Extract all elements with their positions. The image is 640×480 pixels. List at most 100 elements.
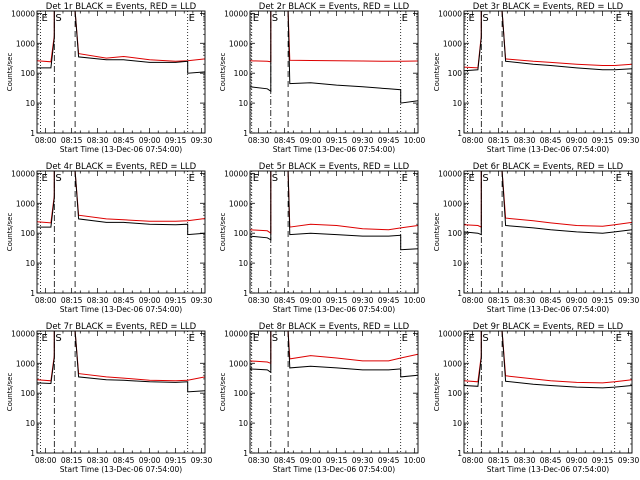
- y-tick-label: 10000: [224, 169, 248, 178]
- x-tick-label: 09:00: [566, 136, 588, 145]
- x-axis: 08:00 08:15 08:30 08:45 09:00 09:15 09:30 Start…: [462, 331, 640, 474]
- series-events: [37, 11, 205, 74]
- y-axis: 1 10 100 1000 10000 Counts/sec: [6, 169, 205, 298]
- marker-label: S: [482, 173, 488, 184]
- series-lld: [37, 11, 205, 63]
- x-tick-label: 08:00: [35, 296, 57, 305]
- plot-frame: [463, 10, 633, 134]
- series-group: [250, 331, 418, 378]
- series-events: [250, 11, 418, 104]
- x-axis-label: Start Time (13-Dec-06 07:54:00): [60, 145, 182, 154]
- x-tick-label: 08:30: [248, 296, 270, 305]
- x-tick-label: 08:15: [61, 296, 83, 305]
- y-tick-label: 100: [448, 229, 463, 238]
- x-tick-label: 09:30: [352, 296, 374, 305]
- plot-frame: [249, 170, 419, 294]
- chart-title: Det 9r BLACK = Events, RED = LLD: [473, 322, 624, 332]
- detector-panel-4: Det 4r BLACK = Events, RED = LLD 1 10 100 10…: [0, 160, 213, 320]
- series-group: [37, 331, 205, 393]
- x-axis: 08:30 08:45 09:00 09:15 09:30 09:45 10:00 Start…: [248, 171, 426, 314]
- y-tick-label: 100: [234, 69, 249, 78]
- x-tick-label: 09:30: [352, 456, 374, 465]
- y-axis-label: Counts/sec: [433, 213, 441, 252]
- x-tick-label: 08:45: [540, 456, 562, 465]
- chart-title: Det 4r BLACK = Events, RED = LLD: [46, 162, 197, 172]
- x-tick-label: 08:30: [514, 136, 536, 145]
- x-tick-label: 08:45: [540, 136, 562, 145]
- x-tick-label: 08:45: [113, 136, 135, 145]
- y-axis-label: Counts/sec: [433, 373, 441, 412]
- x-tick-label: 09:15: [165, 456, 187, 465]
- y-tick-label: 10: [25, 99, 35, 108]
- marker-label: E: [468, 13, 474, 24]
- x-tick-label: 08:30: [514, 456, 536, 465]
- y-axis: 1 10 100 1000 10000 Counts/sec: [6, 329, 205, 458]
- chart-svg: Det 1r BLACK = Events, RED = LLD 1 10 100 10…: [6, 2, 213, 154]
- series-group: [464, 171, 632, 236]
- y-tick-label: 10000: [224, 329, 248, 338]
- chart-title: Det 5r BLACK = Events, RED = LLD: [259, 162, 410, 172]
- marker-label: E: [253, 333, 259, 344]
- detector-panel-7: Det 7r BLACK = Events, RED = LLD 1 10 100 10…: [0, 320, 213, 480]
- y-tick-label: 100: [21, 389, 36, 398]
- y-tick-label: 1: [243, 129, 248, 138]
- y-axis-label: Counts/sec: [6, 373, 14, 412]
- x-tick-label: 10:00: [404, 136, 426, 145]
- x-tick-label: 09:15: [165, 136, 187, 145]
- x-tick-label: 09:00: [300, 136, 322, 145]
- marker-label: E: [616, 333, 622, 344]
- x-axis-label: Start Time (13-Dec-06 07:54:00): [60, 465, 182, 474]
- y-tick-label: 1000: [16, 39, 35, 48]
- y-axis: 1 10 100 1000 10000 Counts/sec: [433, 9, 632, 138]
- marker-label: E: [189, 13, 195, 24]
- x-tick-label: 09:30: [191, 296, 213, 305]
- series-events: [464, 331, 632, 389]
- x-tick-label: 08:45: [274, 296, 296, 305]
- x-tick-label: 09:45: [378, 456, 400, 465]
- y-tick-label: 10: [25, 419, 35, 428]
- chart-svg: Det 6r BLACK = Events, RED = LLD 1 10 100 10…: [433, 162, 640, 314]
- x-tick-label: 09:00: [139, 136, 161, 145]
- x-axis: 08:30 08:45 09:00 09:15 09:30 09:45 10:00 Start…: [248, 331, 426, 474]
- marker-label: S: [482, 333, 488, 344]
- x-tick-label: 09:15: [326, 136, 348, 145]
- detector-panel-6: Det 6r BLACK = Events, RED = LLD 1 10 100 10…: [427, 160, 640, 320]
- y-axis-label: Counts/sec: [6, 53, 14, 92]
- y-tick-label: 10000: [438, 169, 462, 178]
- y-axis: 1 10 100 1000 10000 Counts/sec: [219, 329, 418, 458]
- chart-svg: Det 8r BLACK = Events, RED = LLD 1 10 100 10…: [219, 322, 426, 474]
- series-lld: [464, 331, 632, 384]
- x-tick-label: 08:00: [462, 296, 484, 305]
- y-tick-label: 1: [457, 289, 462, 298]
- series-lld: [250, 11, 418, 63]
- y-tick-label: 10000: [11, 9, 35, 18]
- x-tick-label: 08:45: [113, 456, 135, 465]
- series-lld: [250, 331, 418, 365]
- marker-label: S: [272, 173, 278, 184]
- x-axis: 08:30 08:45 09:00 09:15 09:30 09:45 10:00 Start…: [248, 11, 426, 154]
- chart-title: Det 3r BLACK = Events, RED = LLD: [473, 2, 624, 12]
- y-tick-label: 10000: [224, 9, 248, 18]
- y-tick-label: 1: [30, 129, 35, 138]
- x-tick-label: 08:45: [540, 296, 562, 305]
- chart-title: Det 2r BLACK = Events, RED = LLD: [259, 2, 410, 12]
- marker-label: E: [616, 173, 622, 184]
- x-tick-label: 10:00: [404, 296, 426, 305]
- x-axis-label: Start Time (13-Dec-06 07:54:00): [60, 305, 182, 314]
- x-tick-label: 09:30: [618, 296, 640, 305]
- series-events: [250, 331, 418, 378]
- chart-title: Det 8r BLACK = Events, RED = LLD: [259, 322, 410, 332]
- x-tick-label: 09:00: [300, 456, 322, 465]
- x-tick-label: 10:00: [404, 456, 426, 465]
- plot-frame: [249, 10, 419, 134]
- x-axis: 08:00 08:15 08:30 08:45 09:00 09:15 09:30 Start…: [35, 171, 213, 314]
- y-tick-label: 1: [457, 449, 462, 458]
- plot-frame: [36, 170, 206, 294]
- chart-svg: Det 5r BLACK = Events, RED = LLD 1 10 100 10…: [219, 162, 426, 314]
- marker-label: S: [272, 333, 278, 344]
